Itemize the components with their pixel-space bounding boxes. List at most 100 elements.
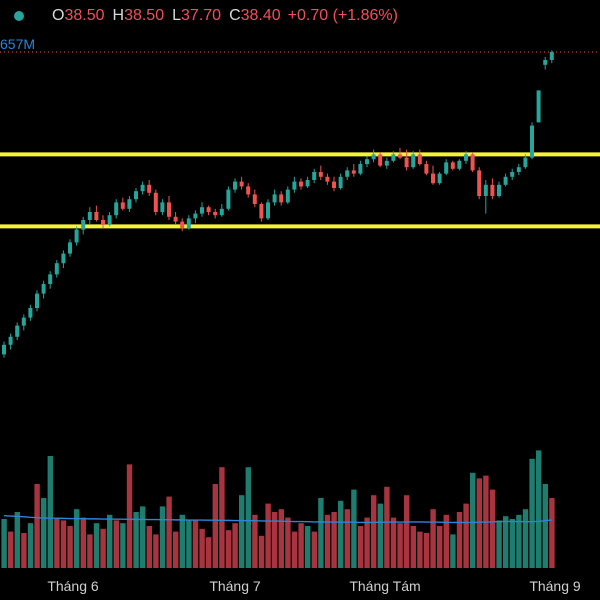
candle-body xyxy=(378,154,383,166)
candle-body xyxy=(114,202,119,216)
candle-body xyxy=(516,167,521,172)
volume-label: 657M xyxy=(0,36,36,52)
volume-bar xyxy=(153,534,159,568)
candle-body xyxy=(391,154,396,161)
volume-bar xyxy=(344,509,350,568)
volume-bar xyxy=(252,514,258,568)
volume-bar xyxy=(173,531,179,568)
volume-bar xyxy=(542,484,548,568)
candle-body xyxy=(206,207,211,212)
volume-bar xyxy=(450,534,456,568)
candle-body xyxy=(490,184,495,196)
volume-bar xyxy=(186,520,192,568)
candle-body xyxy=(61,253,66,264)
candle-body xyxy=(68,242,72,254)
volume-bar xyxy=(318,498,324,568)
candle-body xyxy=(173,216,178,222)
candle-body xyxy=(497,184,501,196)
high-key: H xyxy=(112,7,125,24)
volume-bar xyxy=(357,526,364,568)
volume-bar xyxy=(140,506,146,568)
volume-bar xyxy=(437,526,443,568)
candle-body xyxy=(239,181,244,187)
volume-bar xyxy=(410,526,416,568)
symbol-status-dot xyxy=(14,11,24,21)
candle-body xyxy=(450,162,455,169)
volume-bar xyxy=(285,517,291,568)
candle-body xyxy=(160,202,165,212)
candle-body xyxy=(127,199,132,209)
candle-body xyxy=(74,229,79,243)
candle-body xyxy=(186,218,191,228)
open-key: O xyxy=(52,7,65,24)
volume-bar xyxy=(476,478,482,568)
candle-body xyxy=(272,194,277,203)
volume-bar xyxy=(298,523,304,568)
volume-bar xyxy=(192,520,199,568)
candle-body xyxy=(226,189,231,209)
candle-body xyxy=(299,181,303,187)
candle-body xyxy=(134,191,138,200)
volume-bar xyxy=(219,467,225,568)
candle-body xyxy=(292,181,297,190)
candle-body xyxy=(549,52,554,60)
candle-body xyxy=(259,204,264,219)
candle-body xyxy=(279,194,284,203)
open-value: 38.50 xyxy=(64,7,105,24)
volume-bar xyxy=(338,500,344,568)
volume-bar xyxy=(199,528,205,568)
volume-bar xyxy=(87,534,93,568)
candle-body xyxy=(180,221,185,228)
candle-body xyxy=(107,215,112,225)
volume-bar xyxy=(549,498,555,568)
candle-body xyxy=(318,172,323,177)
candle-body xyxy=(101,220,105,225)
candle-body xyxy=(167,202,171,217)
volume-bar xyxy=(278,509,284,568)
volume-bar xyxy=(496,520,502,568)
volume-bar xyxy=(423,533,430,568)
volume-sma-line xyxy=(3,514,552,524)
candle-body xyxy=(87,212,92,220)
volume-bar xyxy=(8,531,14,568)
candle-body xyxy=(437,173,442,184)
volume-bar xyxy=(265,503,271,568)
volume-bar xyxy=(390,517,397,568)
candle-body xyxy=(351,170,356,174)
candle-body xyxy=(536,90,541,123)
candle-body xyxy=(153,192,158,212)
volume-bar xyxy=(179,514,185,568)
candle-body xyxy=(213,212,218,216)
candle-body xyxy=(81,220,86,230)
volume-bar xyxy=(14,512,20,568)
candle-body xyxy=(35,293,39,308)
x-label-thang-tam: Tháng Tám xyxy=(349,578,421,594)
volume-bar xyxy=(74,509,80,568)
volume-bar xyxy=(258,535,265,568)
volume-bar xyxy=(80,517,86,568)
candle-body xyxy=(246,186,251,195)
candle-body xyxy=(483,184,488,196)
volume-bar xyxy=(324,514,331,568)
volume-bar xyxy=(206,537,212,568)
candle-body xyxy=(41,284,46,294)
candle-body xyxy=(530,125,534,158)
volume-bar xyxy=(503,516,509,568)
volume-bar xyxy=(133,512,139,568)
volume-bar xyxy=(404,495,410,568)
volume-bar xyxy=(166,496,172,568)
volume-bar xyxy=(272,512,278,568)
candle-body xyxy=(398,154,402,158)
volume-bar xyxy=(245,467,251,568)
ohlc-legend: O 38.50 H 38.50 L 37.70 C 38.40 +0.70 (+… xyxy=(14,6,398,26)
candle-body xyxy=(2,344,6,355)
close-key: C xyxy=(229,7,241,24)
volume-bar xyxy=(443,514,449,568)
volume-bar xyxy=(509,519,515,568)
candle-body xyxy=(411,154,416,168)
candle-body xyxy=(21,317,26,326)
volume-bar xyxy=(291,531,298,568)
candle-body xyxy=(365,159,369,164)
candle-body xyxy=(523,157,528,168)
